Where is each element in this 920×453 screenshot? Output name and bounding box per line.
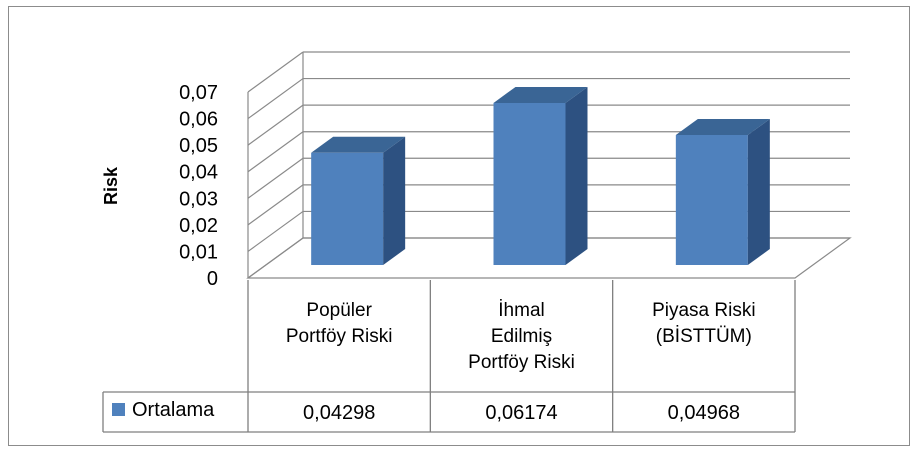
category-label: Popüler Portföy Riski (286, 300, 393, 347)
y-tick-label: 0,07 (179, 82, 218, 104)
y-tick-label: 0,06 (179, 109, 218, 131)
legend-swatch (112, 403, 125, 416)
bar-top (675, 118, 770, 135)
y-tick-label: 0,05 (179, 135, 218, 157)
bar-front (675, 134, 748, 265)
y-tick-label: 0,04 (179, 162, 218, 184)
y-tick-label: 0,01 (179, 241, 218, 263)
gridline-side (247, 104, 304, 146)
gridline-side (247, 51, 304, 93)
y-tick-label: 0,03 (179, 188, 218, 210)
gridline-side (247, 131, 304, 173)
data-table: Popüler Portföy Riski İhmal Edilmiş Portföy … (102, 280, 796, 433)
gridline-side (247, 184, 304, 226)
data-value: 0,06174 (485, 402, 557, 424)
gridline-side (247, 237, 304, 279)
category-label: İhmal Edilmiş Portföy Riski (468, 300, 575, 373)
y-tick-labels: 0 0,01 0,02 0,03 0,04 0,05 0,06 0,07 (179, 82, 218, 290)
bar-top (311, 136, 406, 153)
y-tick-label: 0 (207, 268, 218, 290)
bar-side (383, 136, 406, 265)
category-label: Piyasa Riski (BİSTTÜM) (652, 300, 755, 347)
bar-front (493, 102, 566, 265)
gridline-side (247, 210, 304, 252)
bar-front (311, 152, 384, 265)
bar-top (493, 86, 588, 103)
y-axis-label: Risk (101, 166, 121, 205)
legend-label: Ortalama (132, 399, 215, 421)
y-tick-label: 0,02 (179, 215, 218, 237)
bars (311, 86, 770, 266)
gridline-side (247, 157, 304, 199)
bar-side (747, 118, 770, 266)
gridline-side (247, 78, 304, 120)
bar-side (565, 86, 588, 265)
data-value: 0,04298 (303, 402, 375, 424)
data-value: 0,04968 (668, 402, 740, 424)
